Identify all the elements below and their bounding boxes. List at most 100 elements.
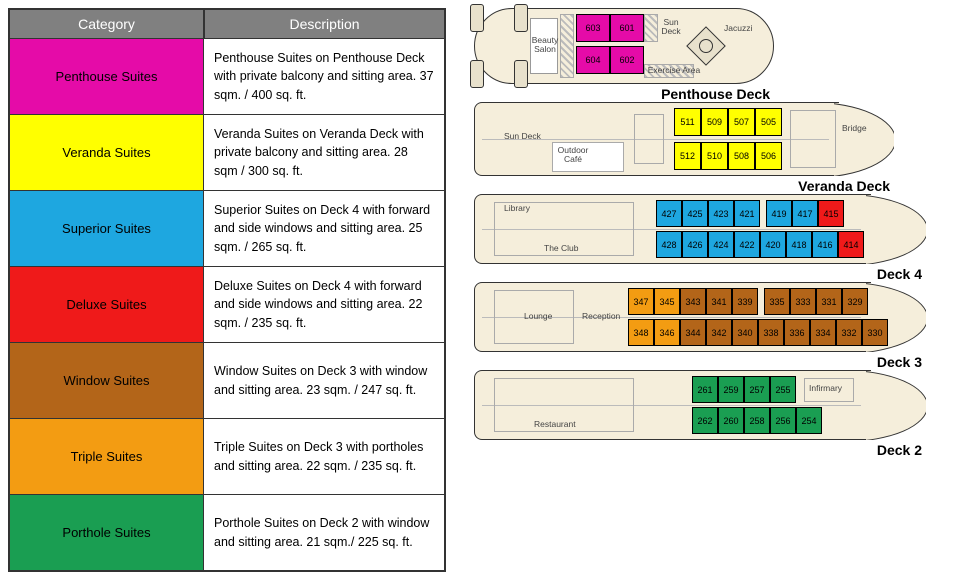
cabin-415: 415 [818, 200, 844, 227]
cabin-419: 419 [766, 200, 792, 227]
cabin-422: 422 [734, 231, 760, 258]
legend-category-cell: Penthouse Suites [9, 39, 204, 115]
cabin-260: 260 [718, 407, 744, 434]
cabin-427: 427 [656, 200, 682, 227]
cabin-344: 344 [680, 319, 706, 346]
cabin-339: 339 [732, 288, 758, 315]
cabin-256: 256 [770, 407, 796, 434]
deck-3: Lounge Reception 34734534334133933533333… [474, 282, 926, 352]
deck-2: Restaurant 261259257255 262260258256254 … [474, 370, 926, 440]
label-restaurant: Restaurant [534, 420, 576, 429]
cabin-414: 414 [838, 231, 864, 258]
legend-description-cell: Penthouse Suites on Penthouse Deck with … [204, 39, 445, 115]
legend-description-cell: Window Suites on Deck 3 with window and … [204, 343, 445, 419]
legend-row: Superior SuitesSuperior Suites on Deck 4… [9, 191, 445, 267]
cabin-255: 255 [770, 376, 796, 403]
cabin-336: 336 [784, 319, 810, 346]
deck-label-2: Deck 2 [877, 442, 922, 458]
cabin-342: 342 [706, 319, 732, 346]
legend-header-row: Category Description [9, 9, 445, 39]
cabin-257: 257 [744, 376, 770, 403]
cabin-340: 340 [732, 319, 758, 346]
cabin-505: 505 [755, 108, 782, 136]
veranda-deck: Sun Deck Outdoor Café 511509507505 51251… [474, 102, 894, 176]
cabin-602: 602 [610, 46, 644, 74]
cabin-262: 262 [692, 407, 718, 434]
label-sun-deck-v: Sun Deck [504, 132, 541, 141]
deck-label-veranda: Veranda Deck [798, 178, 890, 194]
deck-4: Library The Club 427425423421419417415 4… [474, 194, 926, 264]
legend-description-cell: Veranda Suites on Veranda Deck with priv… [204, 115, 445, 191]
penthouse-deck: Beauty Salon 603601 604602 Sun Deck Jacu… [474, 8, 774, 84]
cabin-510: 510 [701, 142, 728, 170]
cabin-345: 345 [654, 288, 680, 315]
cabin-348: 348 [628, 319, 654, 346]
cabin-420: 420 [760, 231, 786, 258]
legend-table: Category Description Penthouse SuitesPen… [8, 8, 446, 572]
cabin-418: 418 [786, 231, 812, 258]
legend-row: Triple SuitesTriple Suites on Deck 3 wit… [9, 419, 445, 495]
legend-description-cell: Triple Suites on Deck 3 with portholes a… [204, 419, 445, 495]
cabin-428: 428 [656, 231, 682, 258]
legend-description-cell: Deluxe Suites on Deck 4 with forward and… [204, 267, 445, 343]
cabin-335: 335 [764, 288, 790, 315]
legend-description-cell: Superior Suites on Deck 4 with forward a… [204, 191, 445, 267]
cabin-259: 259 [718, 376, 744, 403]
cabin-603: 603 [576, 14, 610, 42]
cabin-511: 511 [674, 108, 701, 136]
legend-category-cell: Superior Suites [9, 191, 204, 267]
deck-label-4: Deck 4 [877, 266, 922, 282]
legend-row: Porthole SuitesPorthole Suites on Deck 2… [9, 495, 445, 571]
legend-row: Window SuitesWindow Suites on Deck 3 wit… [9, 343, 445, 419]
cabin-332: 332 [836, 319, 862, 346]
cabin-417: 417 [792, 200, 818, 227]
cabin-334: 334 [810, 319, 836, 346]
layout-root: Category Description Penthouse SuitesPen… [0, 0, 959, 580]
label-sun-deck: Sun Deck [659, 18, 683, 37]
deck-plans: Beauty Salon 603601 604602 Sun Deck Jacu… [474, 8, 951, 572]
cabin-421: 421 [734, 200, 760, 227]
cabin-425: 425 [682, 200, 708, 227]
cabin-258: 258 [744, 407, 770, 434]
legend-category-cell: Veranda Suites [9, 115, 204, 191]
cabin-604: 604 [576, 46, 610, 74]
cabin-508: 508 [728, 142, 755, 170]
cabin-506: 506 [755, 142, 782, 170]
label-reception: Reception [582, 312, 620, 321]
cabin-330: 330 [862, 319, 888, 346]
cabin-343: 343 [680, 288, 706, 315]
legend-category-cell: Porthole Suites [9, 495, 204, 571]
cabin-512: 512 [674, 142, 701, 170]
deck-label-penthouse: Penthouse Deck [661, 86, 770, 102]
legend-category-cell: Deluxe Suites [9, 267, 204, 343]
cabin-329: 329 [842, 288, 868, 315]
cabin-254: 254 [796, 407, 822, 434]
cabin-423: 423 [708, 200, 734, 227]
legend-category-cell: Window Suites [9, 343, 204, 419]
cabin-426: 426 [682, 231, 708, 258]
header-description: Description [204, 9, 445, 39]
cabin-331: 331 [816, 288, 842, 315]
cabin-346: 346 [654, 319, 680, 346]
legend-row: Veranda SuitesVeranda Suites on Veranda … [9, 115, 445, 191]
cabin-341: 341 [706, 288, 732, 315]
cabin-601: 601 [610, 14, 644, 42]
label-exercise: Exercise Area [644, 66, 704, 75]
header-category: Category [9, 9, 204, 39]
cabin-424: 424 [708, 231, 734, 258]
deck-label-3: Deck 3 [877, 354, 922, 370]
cabin-416: 416 [812, 231, 838, 258]
label-beauty-salon: Beauty Salon [528, 36, 562, 55]
label-bridge: Bridge [842, 124, 867, 133]
cabin-261: 261 [692, 376, 718, 403]
cabin-509: 509 [701, 108, 728, 136]
cabin-347: 347 [628, 288, 654, 315]
legend-description-cell: Porthole Suites on Deck 2 with window an… [204, 495, 445, 571]
label-cafe: Outdoor Café [556, 146, 590, 165]
cabin-338: 338 [758, 319, 784, 346]
cabin-507: 507 [728, 108, 755, 136]
legend-row: Deluxe SuitesDeluxe Suites on Deck 4 wit… [9, 267, 445, 343]
legend-row: Penthouse SuitesPenthouse Suites on Pent… [9, 39, 445, 115]
label-infirmary: Infirmary [809, 384, 842, 393]
label-jacuzzi: Jacuzzi [724, 24, 752, 33]
